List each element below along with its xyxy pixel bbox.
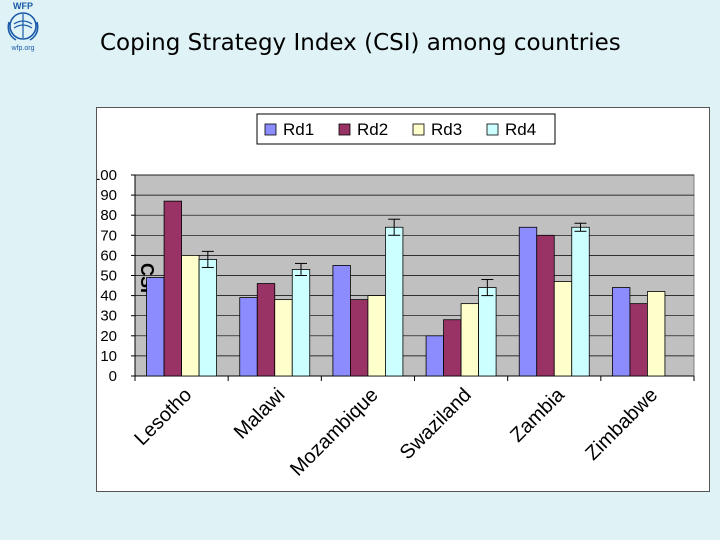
wfp-logo-mark: WFP wfp.org — [7, 1, 39, 52]
legend-label: Rd1 — [283, 120, 314, 139]
bar-rd1 — [425, 335, 444, 377]
chart-container: 0102030405060708090100CSILesothoMalawiMo… — [96, 107, 710, 492]
y-tick-label: 100 — [97, 167, 117, 184]
bar-rd1 — [332, 265, 351, 377]
legend-swatch — [264, 123, 277, 136]
y-tick-label: 10 — [100, 348, 117, 365]
bar-rd3 — [647, 291, 666, 377]
bar-rd2 — [163, 200, 182, 377]
category-label: Zimbabwe — [581, 384, 662, 465]
y-tick-label: 0 — [109, 368, 117, 385]
logo-url: wfp.org — [11, 45, 35, 52]
bar-rd3 — [274, 299, 293, 377]
legend-swatch — [412, 123, 425, 136]
bar-rd1 — [146, 277, 165, 377]
y-tick-label: 70 — [100, 227, 117, 244]
slide-title: Coping Strategy Index (CSI) among countr… — [100, 30, 621, 56]
bar-rd4 — [198, 259, 217, 377]
legend-swatch — [338, 123, 351, 136]
legend-swatch — [486, 123, 499, 136]
bar-rd2 — [256, 283, 276, 377]
bar-rd1 — [239, 297, 258, 377]
logo-name: WFP — [13, 1, 33, 11]
bar-rd2 — [443, 319, 462, 377]
wfp-logo: WFP wfp.org — [0, 0, 46, 56]
legend-label: Rd3 — [431, 120, 462, 139]
bar-rd3 — [181, 254, 200, 377]
bar-chart: 0102030405060708090100CSILesothoMalawiMo… — [97, 113, 695, 481]
bar-rd1 — [612, 287, 631, 377]
bar-rd2 — [629, 303, 648, 377]
y-tick-label: 30 — [100, 308, 117, 325]
bar-rd4 — [571, 226, 590, 377]
y-tick-label: 90 — [100, 187, 117, 204]
y-tick-label: 20 — [100, 328, 117, 345]
bar-rd3 — [367, 295, 386, 377]
bar-rd4 — [385, 226, 404, 377]
legend-label: Rd4 — [505, 120, 536, 139]
category-label: Zambia — [506, 383, 569, 446]
y-tick-label: 60 — [100, 247, 117, 264]
y-tick-label: 80 — [100, 207, 117, 224]
bar-rd3 — [460, 303, 479, 377]
bar-rd3 — [553, 281, 573, 377]
y-tick-label: 40 — [100, 288, 117, 305]
y-tick-label: 50 — [100, 268, 117, 285]
legend-box — [256, 113, 556, 145]
bar-rd2 — [350, 299, 369, 377]
bar-rd2 — [536, 234, 555, 377]
bar-rd4 — [478, 287, 497, 377]
category-label: Swaziland — [396, 384, 476, 464]
category-label: Lesotho — [130, 384, 196, 450]
bar-rd4 — [291, 269, 311, 377]
legend-label: Rd2 — [357, 120, 388, 139]
category-label: Mozambique — [286, 384, 383, 481]
bar-rd1 — [518, 226, 538, 377]
category-label: Malawi — [230, 384, 290, 444]
